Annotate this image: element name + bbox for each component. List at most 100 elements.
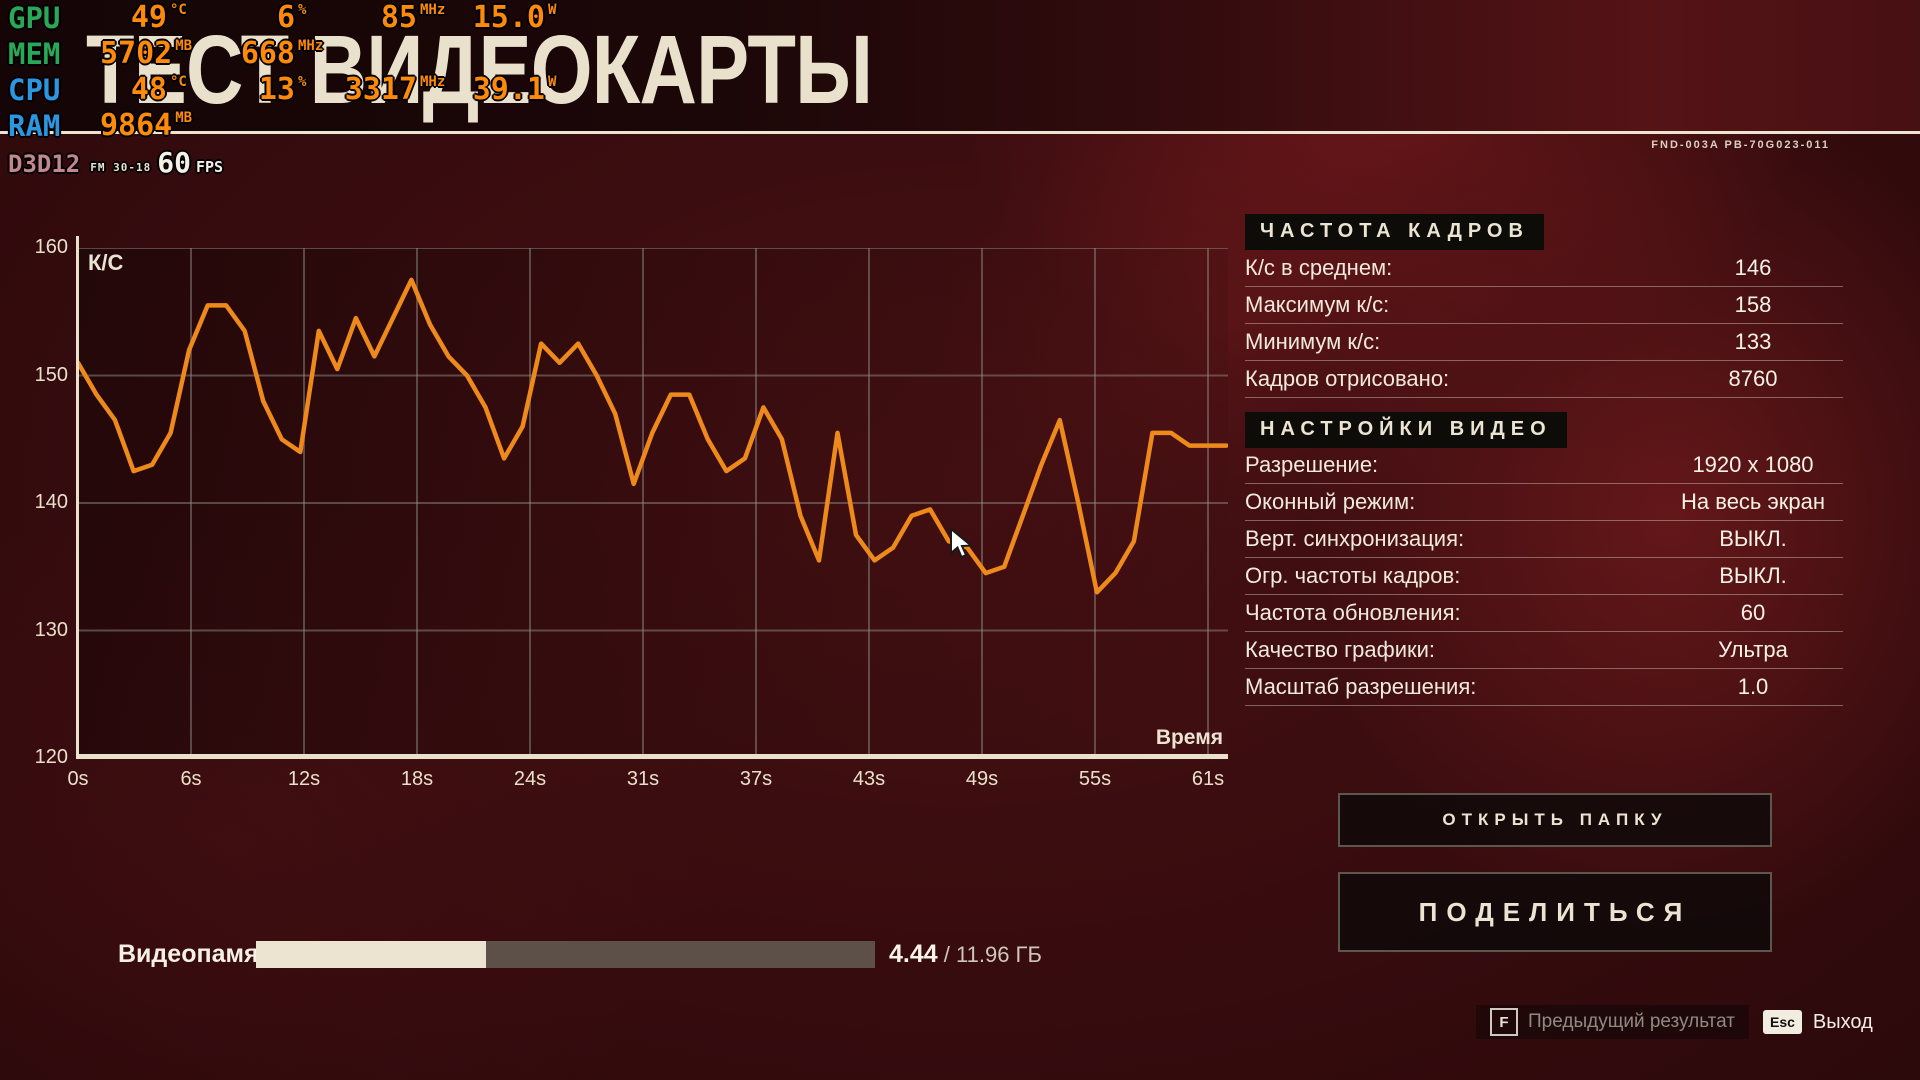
d3d12-api-label: D3D12 — [8, 150, 81, 178]
fps-unit: FPS — [195, 158, 224, 176]
row-label: Минимум к/с: — [1245, 329, 1381, 354]
overlay-row-d3d12: D3D12 FM 30-18 60 FPS — [8, 149, 588, 178]
header-divider-line — [0, 131, 1920, 134]
row-value: ВЫКЛ. — [1719, 563, 1787, 588]
chart-x-axis-label: Время — [1155, 726, 1223, 749]
overlay-unit: W — [548, 74, 557, 90]
section-header-1: НАСТРОЙКИ ВИДЕО — [1245, 412, 1567, 448]
x-tick-label: 12s — [287, 768, 321, 790]
overlay-value: 9864 MB — [100, 110, 210, 142]
x-tick-label: 18s — [400, 768, 434, 790]
fps-line-chart — [75, 247, 1229, 758]
overlay-unit: °C — [170, 2, 187, 18]
overlay-label-ram: RAM — [8, 109, 61, 143]
row-value: 1.0 — [1737, 674, 1769, 699]
table-row: К/с в среднем: 146 — [1245, 250, 1843, 287]
row-label: Разрешение: — [1245, 452, 1379, 477]
y-tick-label: 130 — [34, 618, 68, 641]
overlay-unit: % — [298, 74, 307, 90]
table-row: Кадров отрисовано: 8760 — [1245, 361, 1843, 398]
overlay-value: 5702 MB — [100, 38, 210, 70]
x-tick-label: 6s — [180, 768, 202, 790]
stats-table-0: К/с в среднем: 146 Максимум к/с: 158 Минимум… — [1245, 250, 1843, 398]
table-row: Оконный режим: На весь экран — [1245, 484, 1843, 521]
row-label: Верт. синхронизация: — [1245, 526, 1465, 551]
vram-used: 4.44 — [889, 940, 938, 968]
overlay-unit: % — [298, 2, 307, 18]
open-folder-button[interactable]: ОТКРЫТЬ ПАПКУ — [1338, 793, 1772, 847]
share-button[interactable]: ПОДЕЛИТЬСЯ — [1338, 872, 1772, 952]
overlay-row-ram: RAM 9864 MB — [8, 110, 588, 146]
overlay-unit: MHz — [298, 38, 324, 54]
overlay-value: 6% — [210, 2, 338, 34]
f-key-icon: F — [1490, 1008, 1518, 1036]
overlay-number: 13 — [258, 72, 295, 107]
vram-total: 11.96 ГБ — [956, 942, 1042, 967]
overlay-unit: MB — [175, 38, 193, 54]
exit-button[interactable]: Esc Выход — [1763, 1008, 1873, 1036]
overlay-label-mem: MEM — [8, 37, 61, 71]
row-value: 60 — [1740, 600, 1766, 625]
x-tick-label: 43s — [852, 768, 886, 790]
overlay-unit: W — [548, 2, 557, 18]
overlay-value: 3317 MHz — [338, 74, 460, 106]
table-row: Минимум к/с: 133 — [1245, 324, 1843, 361]
overlay-value: 85 MHz — [338, 2, 460, 34]
overlay-number: 668 — [240, 36, 295, 71]
overlay-unit: MB — [175, 110, 193, 126]
overlay-value: 48 °C — [100, 74, 210, 106]
row-label: Частота обновления: — [1245, 600, 1461, 625]
row-label: Масштаб разрешения: — [1245, 674, 1477, 699]
overlay-number: 5702 — [100, 36, 173, 71]
chart-y-axis — [76, 236, 79, 758]
row-label: Огр. частоты кадров: — [1245, 563, 1461, 588]
row-value: ВЫКЛ. — [1719, 526, 1787, 551]
overlay-number: 9864 — [100, 108, 173, 143]
y-tick-label: 160 — [34, 236, 68, 258]
previous-result-button[interactable]: F Предыдущий результат — [1476, 1005, 1749, 1039]
page-title: ТЕСТ ВИДЕОКАРТЫ — [86, 15, 873, 124]
overlay-number: 49 — [130, 0, 167, 35]
row-label: Кадров отрисовано: — [1245, 366, 1450, 391]
section-header-0: ЧАСТОТА КАДРОВ — [1245, 214, 1544, 250]
fps-chart-plot-area — [75, 247, 1229, 758]
x-tick-label: 61s — [1191, 768, 1225, 790]
y-tick-label: 120 — [34, 746, 68, 768]
row-label: Оконный режим: — [1245, 489, 1416, 514]
overlay-value: 39.1 W — [460, 74, 588, 106]
previous-result-label: Предыдущий результат — [1528, 1011, 1735, 1032]
row-value: 133 — [1734, 329, 1772, 354]
row-value: 158 — [1734, 292, 1772, 317]
overlay-unit: MHz — [420, 2, 446, 18]
table-row: Верт. синхронизация: ВЫКЛ. — [1245, 521, 1843, 558]
chart-y-axis-label: К/С — [88, 250, 124, 275]
x-tick-label: 0s — [67, 768, 89, 790]
stats-table-1: Разрешение: 1920 x 1080 Оконный режим: На в… — [1245, 447, 1843, 706]
row-value: 8760 — [1728, 366, 1778, 391]
overlay-number: 15.0 — [472, 0, 545, 35]
vram-usage-bar — [256, 941, 875, 968]
esc-key-icon: Esc — [1763, 1010, 1802, 1034]
overlay-label-gpu: GPU — [8, 1, 61, 35]
header-strip — [0, 0, 1920, 131]
y-tick-label: 150 — [34, 363, 68, 386]
overlay-number: 85 — [380, 0, 417, 35]
x-tick-label: 31s — [626, 768, 660, 790]
overlay-unit: MHz — [420, 74, 446, 90]
frame-time-range: FM 30-18 — [90, 161, 152, 174]
row-value: Ультра — [1718, 637, 1788, 662]
overlay-row-gpu: GPU 49 °C 6% 85 MHz 15.0 W — [8, 2, 588, 38]
row-label: К/с в среднем: — [1245, 255, 1393, 280]
exit-label: Выход — [1812, 1010, 1873, 1033]
table-row: Масштаб разрешения: 1.0 — [1245, 669, 1843, 706]
chart-x-axis — [76, 754, 1228, 759]
vram-usage-value: 4.44 / 11.96 ГБ — [889, 940, 1042, 969]
row-value: На весь экран — [1681, 489, 1825, 514]
overlay-value: 49 °C — [100, 2, 210, 34]
table-row: Качество графики: Ультра — [1245, 632, 1843, 669]
overlay-label-cpu: CPU — [8, 73, 61, 107]
build-code: FND-003A PB-70G023-011 — [1651, 139, 1830, 151]
hardware-monitor-overlay: GPU 49 °C 6% 85 MHz 15.0 W MEM 5702 MB 668 MHz CPU 48 °… — [8, 2, 588, 178]
x-tick-label: 55s — [1078, 768, 1112, 790]
